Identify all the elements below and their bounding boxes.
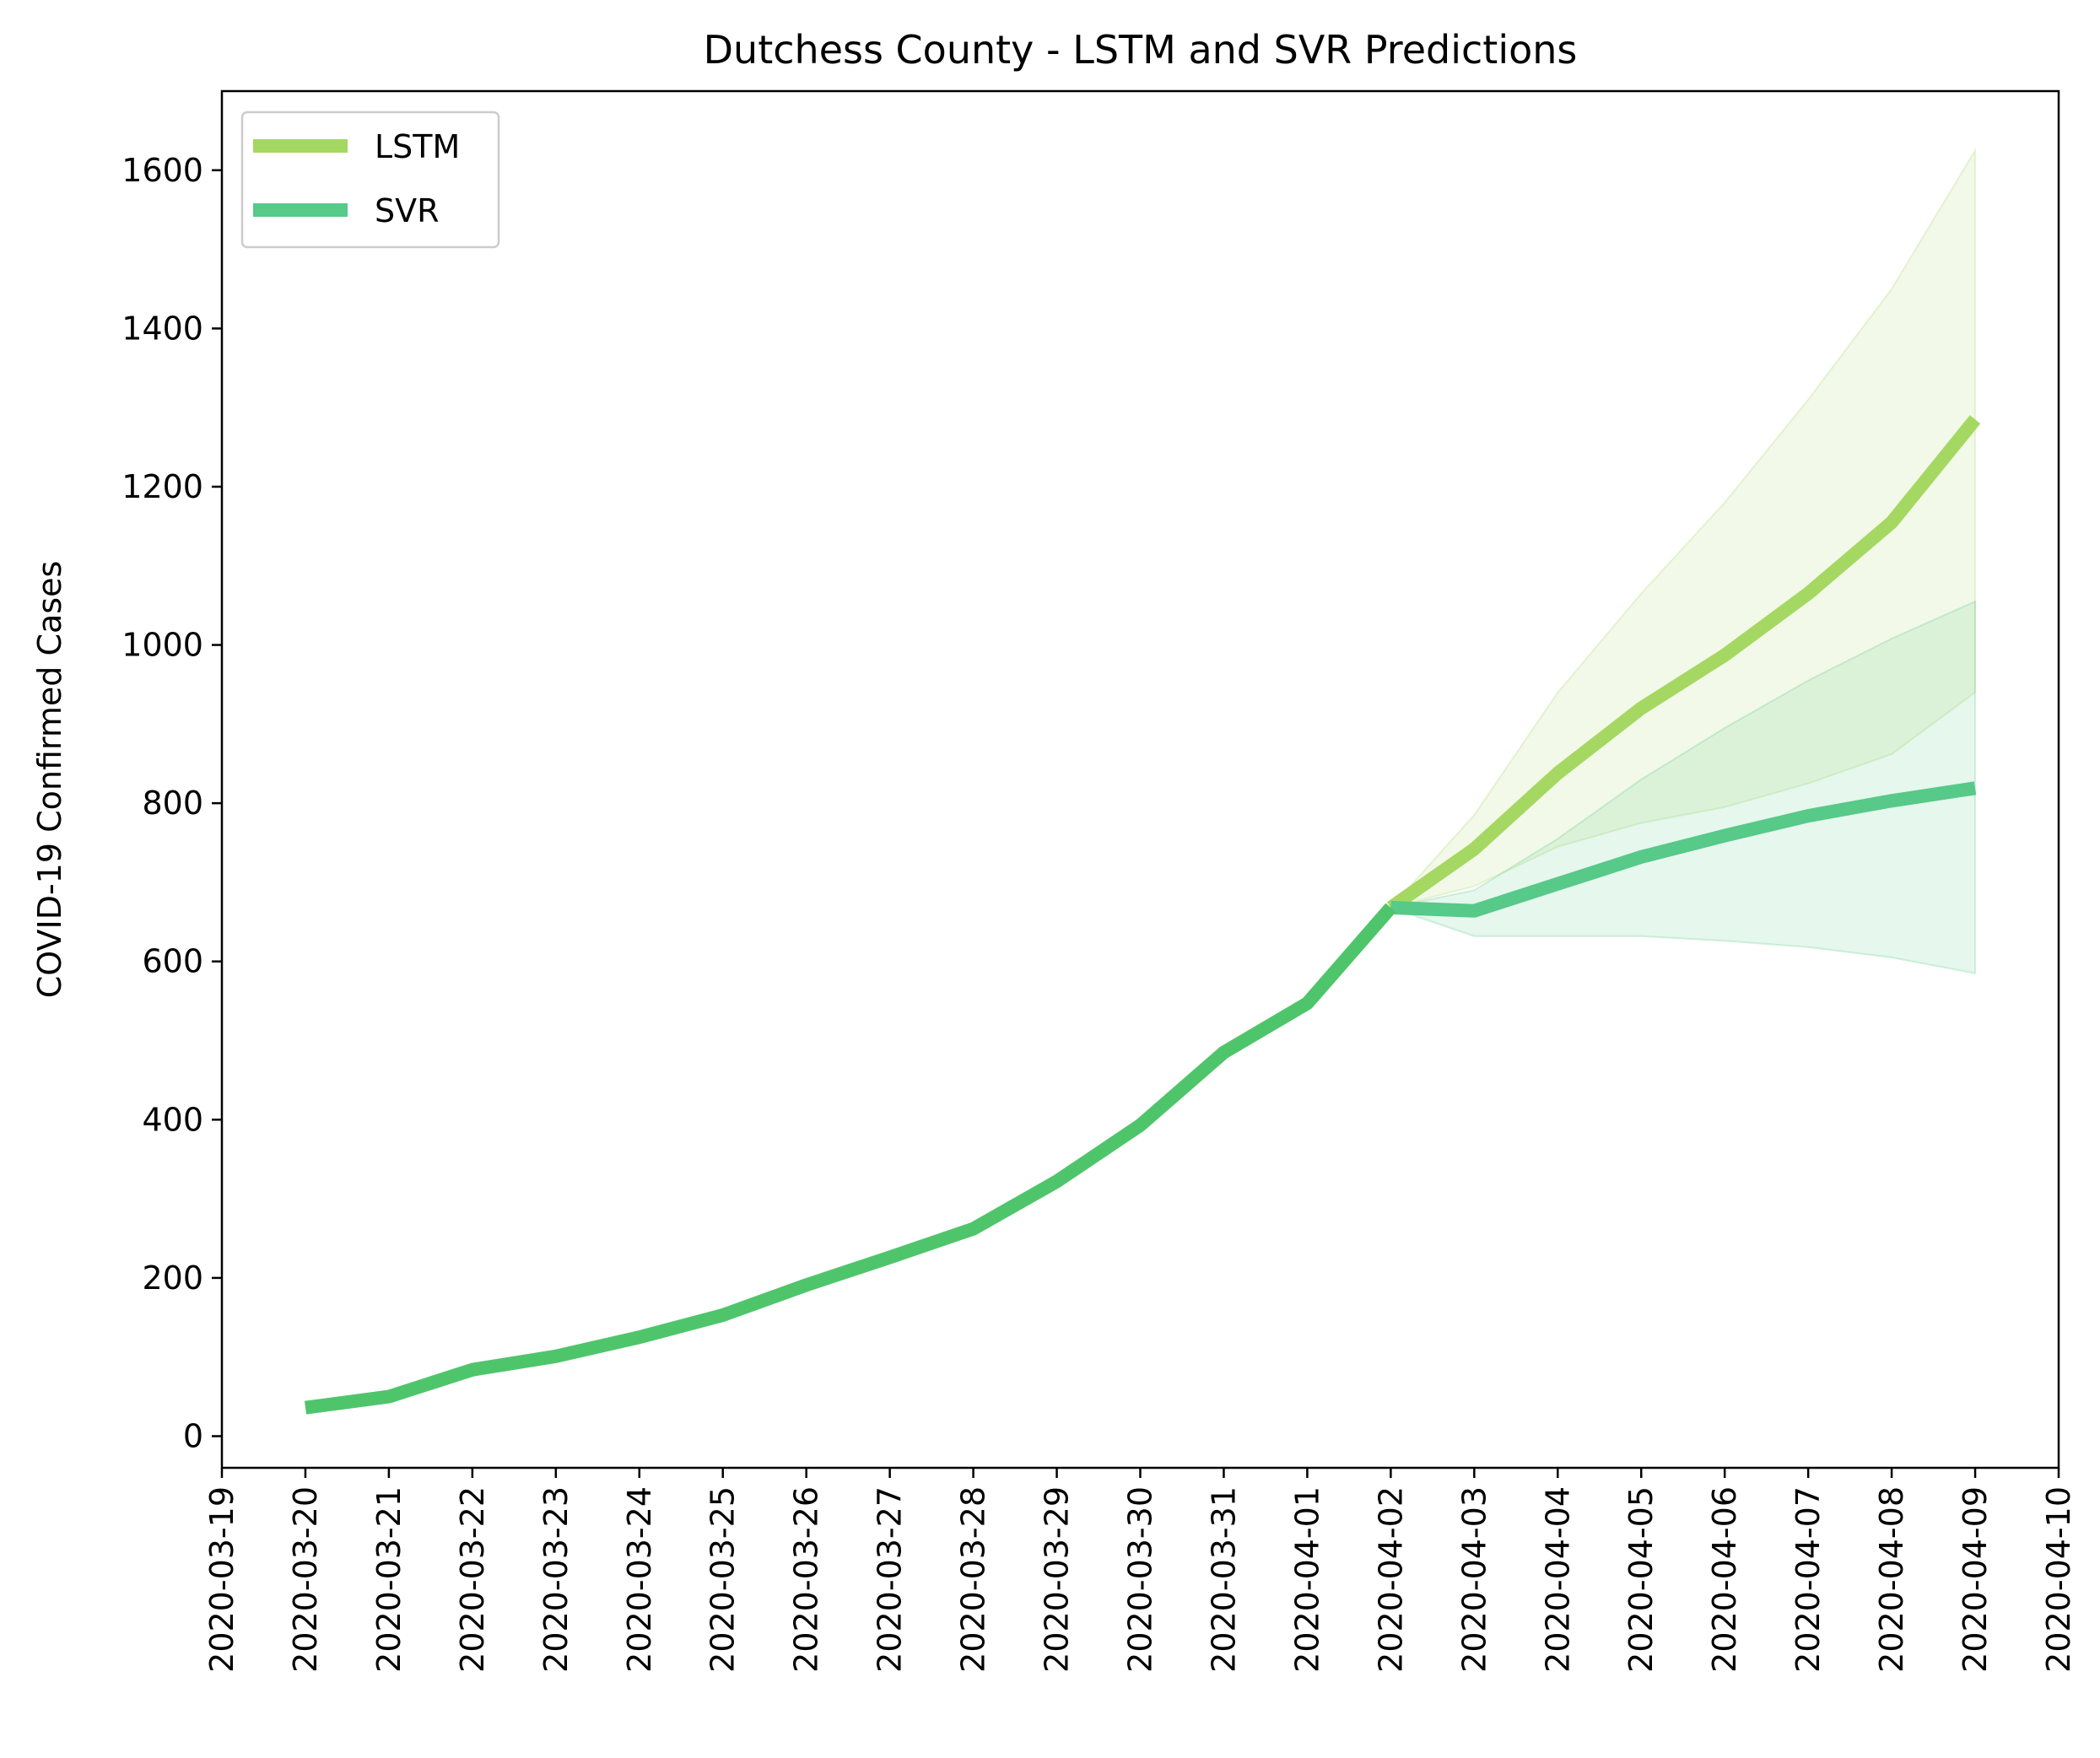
x-tick-label: 2020-04-09 — [1957, 1486, 1994, 1673]
x-tick-label: 2020-03-27 — [872, 1486, 909, 1673]
x-tick-label: 2020-03-19 — [203, 1486, 240, 1673]
legend-box — [240, 111, 500, 249]
x-tick-label: 2020-03-24 — [621, 1486, 658, 1673]
x-tick-label: 2020-04-10 — [2040, 1486, 2077, 1673]
y-tick-label: 1200 — [121, 468, 203, 505]
x-tick-label: 2020-04-05 — [1622, 1486, 1660, 1673]
x-tick-label: 2020-04-01 — [1288, 1486, 1325, 1673]
x-tick-label: 2020-03-31 — [1205, 1486, 1242, 1673]
series-line-lstm — [1386, 415, 1981, 914]
x-tick-label: 2020-03-20 — [287, 1486, 324, 1673]
x-tick-label: 2020-03-22 — [454, 1486, 491, 1673]
series-lines — [304, 415, 1981, 1415]
x-tick-label: 2020-04-04 — [1539, 1486, 1576, 1673]
x-tick-label: 2020-03-28 — [955, 1486, 992, 1673]
x-tick-label: 2020-04-06 — [1706, 1486, 1743, 1673]
y-tick-label: 1400 — [121, 310, 203, 347]
x-tick-label: 2020-03-26 — [788, 1486, 825, 1673]
y-tick-label: 0 — [183, 1417, 203, 1454]
y-tick-label: 600 — [142, 943, 203, 980]
x-tick-label: 2020-03-29 — [1039, 1486, 1076, 1673]
y-tick-label: 800 — [142, 785, 203, 822]
legend-label-lstm: LSTM — [375, 128, 460, 165]
x-tick-label: 2020-03-25 — [704, 1486, 742, 1673]
legend: LSTM SVR — [240, 111, 500, 249]
x-tick-label: 2020-03-30 — [1122, 1486, 1159, 1673]
x-tick-label: 2020-03-21 — [370, 1486, 408, 1673]
series-line-svr — [1390, 781, 1977, 918]
x-tick-label: 2020-04-08 — [1873, 1486, 1910, 1673]
x-tick-label: 2020-03-23 — [537, 1486, 575, 1673]
x-tick-label: 2020-04-03 — [1455, 1486, 1493, 1673]
y-tick-label: 400 — [142, 1101, 203, 1138]
y-tick-label: 1600 — [121, 152, 203, 189]
axes: 0 200 400 600 800 1000 1200 1400 1600 2020-03-19 2… — [121, 89, 2077, 1673]
y-axis-title: COVID-19 Confirmed Cases — [31, 561, 68, 999]
x-tick-label: 2020-04-07 — [1790, 1486, 1827, 1673]
y-tick-label: 200 — [142, 1259, 203, 1297]
chart-title: Dutchess County - LSTM and SVR Predictio… — [704, 27, 1578, 73]
legend-label-svr: SVR — [375, 192, 440, 229]
x-tick-label: 2020-04-02 — [1372, 1486, 1409, 1673]
series-line-observed — [304, 903, 1396, 1415]
y-tick-label: 1000 — [121, 627, 203, 664]
confidence-band-svr — [1387, 600, 1976, 975]
